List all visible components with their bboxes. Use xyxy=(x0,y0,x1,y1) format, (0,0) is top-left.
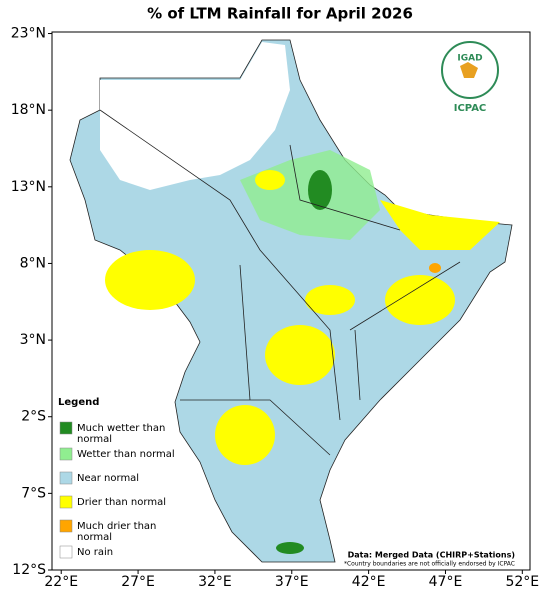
x-tick-label: 42°E xyxy=(352,574,386,590)
x-tick-label: 52°E xyxy=(505,574,539,590)
legend-swatch xyxy=(59,447,73,461)
drier-area xyxy=(255,170,285,190)
legend-label-line: Much wetter than xyxy=(77,423,165,434)
title: % of LTM Rainfall for April 2026 xyxy=(147,5,413,23)
logo-map xyxy=(460,62,478,78)
much-wetter-area xyxy=(308,170,332,210)
legend-label-line: normal xyxy=(77,434,112,445)
logo: IGAD ICPAC xyxy=(441,41,499,114)
logo-name: IGAD xyxy=(457,54,482,64)
legend-swatch xyxy=(59,471,73,485)
logo-org: ICPAC xyxy=(454,103,487,114)
legend-label: Much drier than normal xyxy=(77,521,156,543)
x-tick-label: 32°E xyxy=(198,574,232,590)
y-tick-label: 23°N xyxy=(11,26,46,42)
axes: 22°E 27°E 32°E 37°E 42°E 47°E 52°E 23°N 18°N 13°N… xyxy=(11,26,539,590)
drier-area xyxy=(215,405,275,465)
y-tick-label: 13°N xyxy=(11,179,46,195)
y-tick-label: 8°N xyxy=(20,255,46,271)
y-tick-label: 3°N xyxy=(20,332,46,348)
y-tick-label: 2°S xyxy=(21,409,46,425)
x-tick-label: 47°E xyxy=(429,574,463,590)
legend-label: No rain xyxy=(77,547,113,558)
legend-swatch xyxy=(59,495,73,509)
region xyxy=(69,39,513,563)
drier-area xyxy=(385,275,455,325)
much-wetter-area xyxy=(276,542,304,554)
drier-area xyxy=(265,325,335,385)
legend-label-line: normal xyxy=(77,532,112,543)
y-tick-label: 12°S xyxy=(12,562,46,578)
legend-swatch xyxy=(59,519,73,533)
drier-area xyxy=(105,250,195,310)
x-tick-label: 22°E xyxy=(44,574,78,590)
boundary xyxy=(99,109,461,456)
legend-label: Much wetter than normal xyxy=(77,423,165,445)
drier-area xyxy=(380,200,500,250)
legend-label: Near normal xyxy=(77,473,139,484)
y-tick-label: 18°N xyxy=(11,102,46,118)
legend-label: Wetter than normal xyxy=(77,449,175,460)
y-tick-label: 7°S xyxy=(21,485,46,501)
legend-title: Legend xyxy=(58,397,99,408)
much-drier-area xyxy=(429,263,441,273)
x-tick-label: 27°E xyxy=(121,574,155,590)
legend-label: Drier than normal xyxy=(77,497,166,508)
legend-label-line: Much drier than xyxy=(77,521,156,532)
legend-swatch xyxy=(59,421,73,435)
no-rain-area xyxy=(100,42,290,190)
note: *Country boundaries are not officially e… xyxy=(344,561,515,568)
x-tick-label: 37°E xyxy=(275,574,309,590)
drier-area xyxy=(305,285,355,315)
legend-swatch xyxy=(59,545,73,559)
data-source: Data: Merged Data (CHIRP+Stations) xyxy=(348,551,515,560)
